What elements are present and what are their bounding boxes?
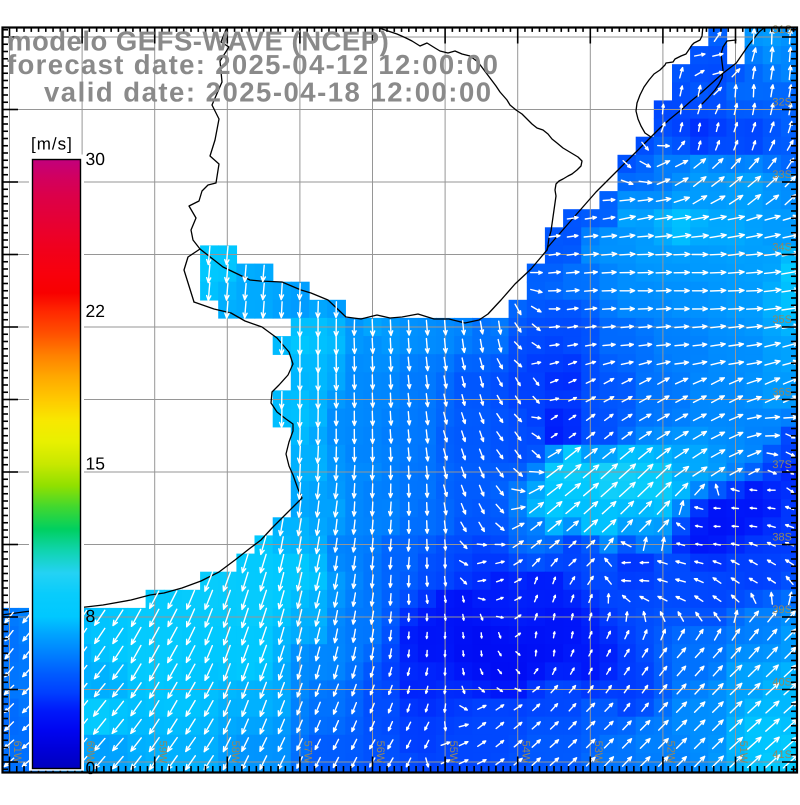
svg-text:53W: 53W — [592, 741, 604, 764]
svg-text:32S: 32S — [772, 96, 792, 108]
svg-text:22: 22 — [86, 301, 105, 321]
svg-text:39S: 39S — [772, 604, 792, 616]
svg-text:57W: 57W — [302, 741, 314, 764]
svg-text:38S: 38S — [772, 531, 792, 543]
svg-text:54W: 54W — [519, 741, 531, 764]
svg-text:40S: 40S — [772, 676, 792, 688]
svg-text:58W: 58W — [229, 741, 241, 764]
svg-text:8: 8 — [86, 606, 96, 626]
svg-text:valid date: 2025-04-18 12:00:0: valid date: 2025-04-18 12:00:00 — [44, 77, 493, 108]
svg-text:52W: 52W — [665, 741, 677, 764]
svg-text:59W: 59W — [156, 741, 168, 764]
svg-text:35S: 35S — [772, 314, 792, 326]
svg-text:[m/s]: [m/s] — [31, 135, 73, 154]
svg-text:34S: 34S — [772, 241, 792, 253]
svg-text:55W: 55W — [447, 741, 459, 764]
svg-text:15: 15 — [86, 454, 105, 474]
svg-text:30: 30 — [86, 149, 106, 169]
svg-text:0: 0 — [86, 758, 96, 778]
svg-text:forecast date: 2025-04-12 12:0: forecast date: 2025-04-12 12:00:00 — [7, 49, 499, 80]
svg-text:41S: 41S — [772, 749, 792, 761]
svg-text:61W: 61W — [11, 741, 23, 764]
svg-text:36S: 36S — [772, 386, 792, 398]
svg-text:37S: 37S — [772, 459, 792, 471]
svg-text:51W: 51W — [737, 741, 749, 764]
svg-text:33S: 33S — [772, 169, 792, 181]
svg-text:31S: 31S — [772, 24, 792, 36]
svg-text:56W: 56W — [374, 741, 386, 764]
